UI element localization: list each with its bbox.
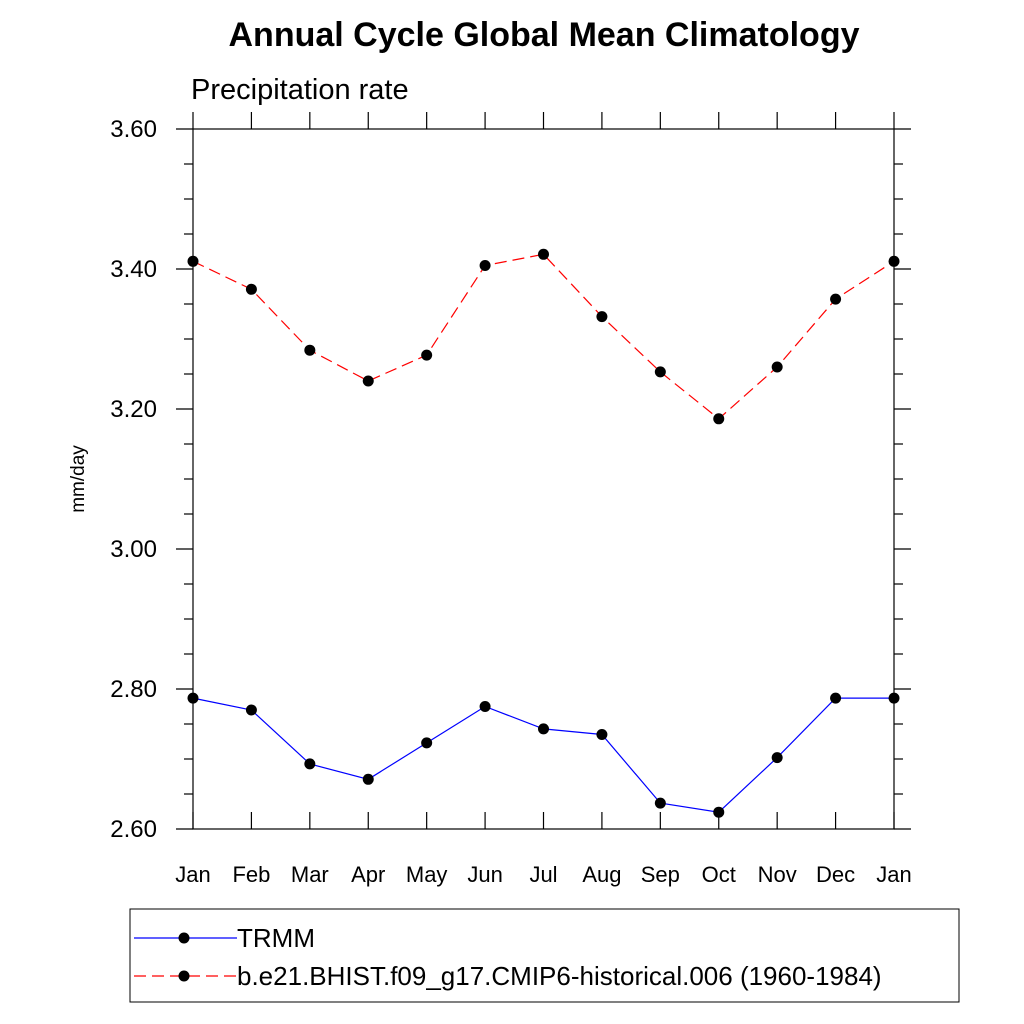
y-tick-labels: 2.60 2.80 3.00 3.20 3.40 3.60 [110, 116, 157, 843]
x-tick-label: Nov [758, 862, 797, 887]
data-point [888, 692, 900, 704]
data-point [654, 797, 666, 809]
legend-marker [178, 932, 190, 944]
data-point [596, 729, 608, 740]
data-point [479, 701, 491, 712]
data-point [771, 361, 783, 373]
chart-title: Annual Cycle Global Mean Climatology [229, 16, 860, 54]
y-tick-label: 3.40 [110, 256, 157, 283]
data-point [187, 692, 199, 704]
axis-ticks [176, 112, 911, 830]
legend-label: TRMM [237, 923, 315, 953]
y-tick-label: 3.60 [110, 116, 157, 143]
x-tick-label: Dec [816, 862, 855, 887]
x-tick-label: Aug [582, 862, 621, 887]
legend-entries: TRMM b.e21.BHIST.f09_g17.CMIP6-historical… [134, 923, 882, 991]
series-line [192, 253, 895, 420]
x-tick-label: May [406, 862, 448, 887]
data-point [538, 248, 549, 260]
data-point [830, 692, 842, 704]
series-layer [187, 248, 900, 818]
data-point [888, 255, 900, 267]
data-point [362, 773, 374, 785]
y-axis-label: mm/day [68, 445, 89, 513]
legend-label: b.e21.BHIST.f09_g17.CMIP6-historical.006… [237, 961, 882, 991]
data-point [538, 723, 549, 735]
x-tick-label: Apr [351, 862, 385, 887]
x-tick-label: Jan [876, 862, 911, 887]
x-tick-label: Sep [641, 862, 680, 887]
data-point [479, 260, 491, 271]
data-point [654, 366, 666, 378]
series-0 [187, 692, 900, 818]
chart-subtitle: Precipitation rate [191, 74, 409, 106]
x-tick-labels: Jan Feb Mar Apr May Jun Jul Aug Sep Oct Nov Dec Jan [175, 862, 911, 887]
x-tick-label: Feb [232, 862, 270, 887]
y-tick-label: 2.60 [110, 816, 157, 843]
legend: TRMM b.e21.BHIST.f09_g17.CMIP6-historical… [129, 908, 960, 1003]
data-point [304, 344, 316, 356]
data-point [713, 413, 725, 425]
x-tick-label: Jul [529, 862, 557, 887]
data-point [362, 375, 374, 387]
series-line [192, 697, 894, 813]
y-tick-label: 3.20 [110, 396, 157, 423]
x-tick-label: Mar [291, 862, 329, 887]
y-tick-label: 2.80 [110, 676, 157, 703]
legend-marker [178, 970, 190, 982]
data-point [596, 311, 608, 323]
legend-box [129, 908, 960, 1003]
x-tick-label: Oct [702, 862, 736, 887]
data-point [245, 704, 257, 716]
data-point [830, 293, 842, 305]
data-point [713, 806, 725, 818]
y-tick-label: 3.00 [110, 536, 157, 563]
data-point [421, 349, 433, 361]
x-tick-label: Jan [175, 862, 210, 887]
data-point [304, 758, 316, 770]
data-point [771, 752, 783, 764]
series-1 [187, 248, 900, 425]
x-tick-label: Jun [467, 862, 502, 887]
data-point [421, 737, 433, 749]
data-point [187, 255, 199, 267]
data-point [245, 283, 257, 295]
